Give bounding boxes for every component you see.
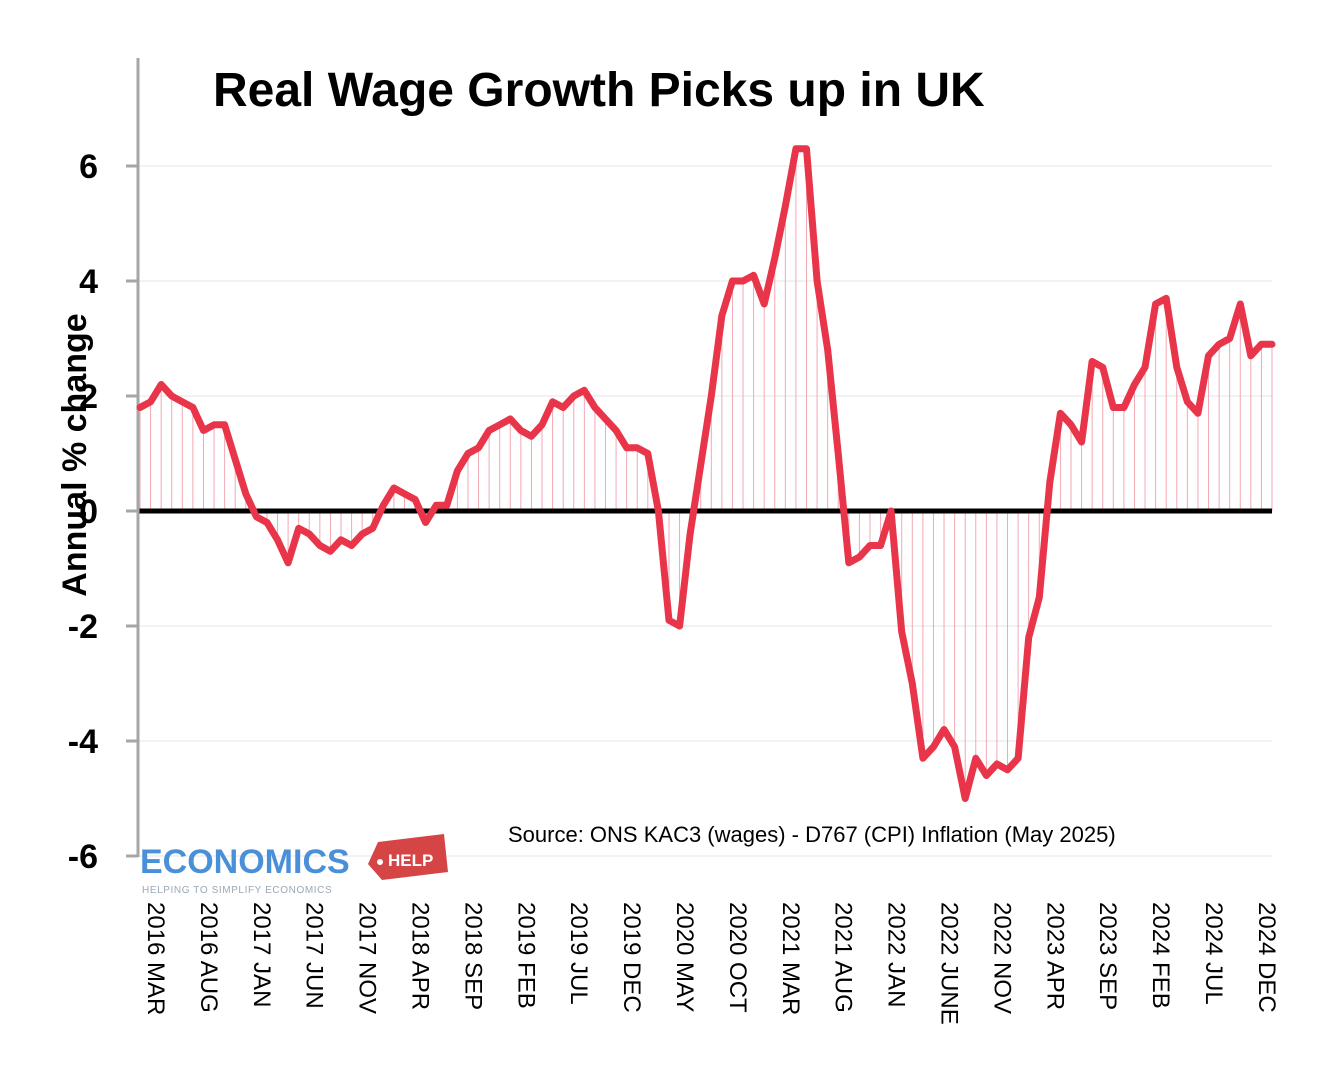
logo-badge: HELP <box>388 851 433 870</box>
chart-title: Real Wage Growth Picks up in UK <box>213 64 985 117</box>
x-tick-label: 2018 APR <box>407 902 434 1010</box>
x-tick-label: 2019 DEC <box>618 902 645 1013</box>
x-tick-label: 2022 NOV <box>988 902 1015 1014</box>
logo-dot-icon <box>377 859 383 865</box>
x-tick-label: 2023 APR <box>1041 902 1068 1010</box>
x-tick-label: 2017 JUN <box>301 902 328 1009</box>
logo-tag-shape <box>368 834 448 880</box>
x-tick-label: 2023 SEP <box>1094 902 1121 1010</box>
x-tick-label: 2021 MAR <box>777 902 804 1015</box>
x-tick-label: 2017 NOV <box>354 902 381 1014</box>
y-tick-label: 2 <box>79 378 98 416</box>
x-tick-label: 2020 OCT <box>724 902 751 1013</box>
x-tick-label: 2022 JUNE <box>936 902 963 1025</box>
grid-lines <box>138 165 1272 857</box>
x-tick-label: 2019 FEB <box>512 902 539 1009</box>
series-layer <box>136 145 1276 802</box>
drop-lines <box>139 148 1273 799</box>
x-axis-ticks: 2016 MAR 2016 AUG 2017 JAN 2017 JUN 2017 NOV… <box>142 902 1280 1025</box>
x-tick-label: 2024 DEC <box>1253 902 1280 1013</box>
y-tick-label: 4 <box>79 263 98 301</box>
source-annotation: Source: ONS KAC3 (wages) - D767 (CPI) In… <box>508 822 1116 847</box>
y-axis-ticks: 6 4 2 0 -2 -4 -6 <box>68 148 138 876</box>
logo-text: ECONOMICS <box>140 843 350 881</box>
x-tick-label: 2019 JUL <box>565 902 592 1005</box>
y-axis-label: Annual % change <box>56 313 94 596</box>
y-tick-label: -6 <box>68 838 98 876</box>
x-tick-label: 2016 MAR <box>142 902 169 1015</box>
logo-tagline: HELPING TO SIMPLIFY ECONOMICS <box>142 885 332 896</box>
y-tick-label: -4 <box>68 723 98 761</box>
x-tick-label: 2020 MAY <box>671 902 698 1012</box>
x-tick-label: 2018 SEP <box>459 902 486 1010</box>
x-tick-label: 2017 JAN <box>248 902 275 1007</box>
y-tick-label: -2 <box>68 608 98 646</box>
economics-help-logo: ECONOMICS HELP HELPING TO SIMPLIFY ECONO… <box>140 834 448 896</box>
x-tick-label: 2024 JUL <box>1200 902 1227 1005</box>
x-tick-label: 2022 JAN <box>883 902 910 1007</box>
y-tick-label: 0 <box>79 493 98 531</box>
x-tick-label: 2021 AUG <box>830 902 857 1013</box>
x-tick-label: 2024 FEB <box>1147 902 1174 1009</box>
x-tick-label: 2016 AUG <box>195 902 222 1013</box>
y-tick-label: 6 <box>79 148 98 186</box>
series-line <box>136 145 1276 802</box>
